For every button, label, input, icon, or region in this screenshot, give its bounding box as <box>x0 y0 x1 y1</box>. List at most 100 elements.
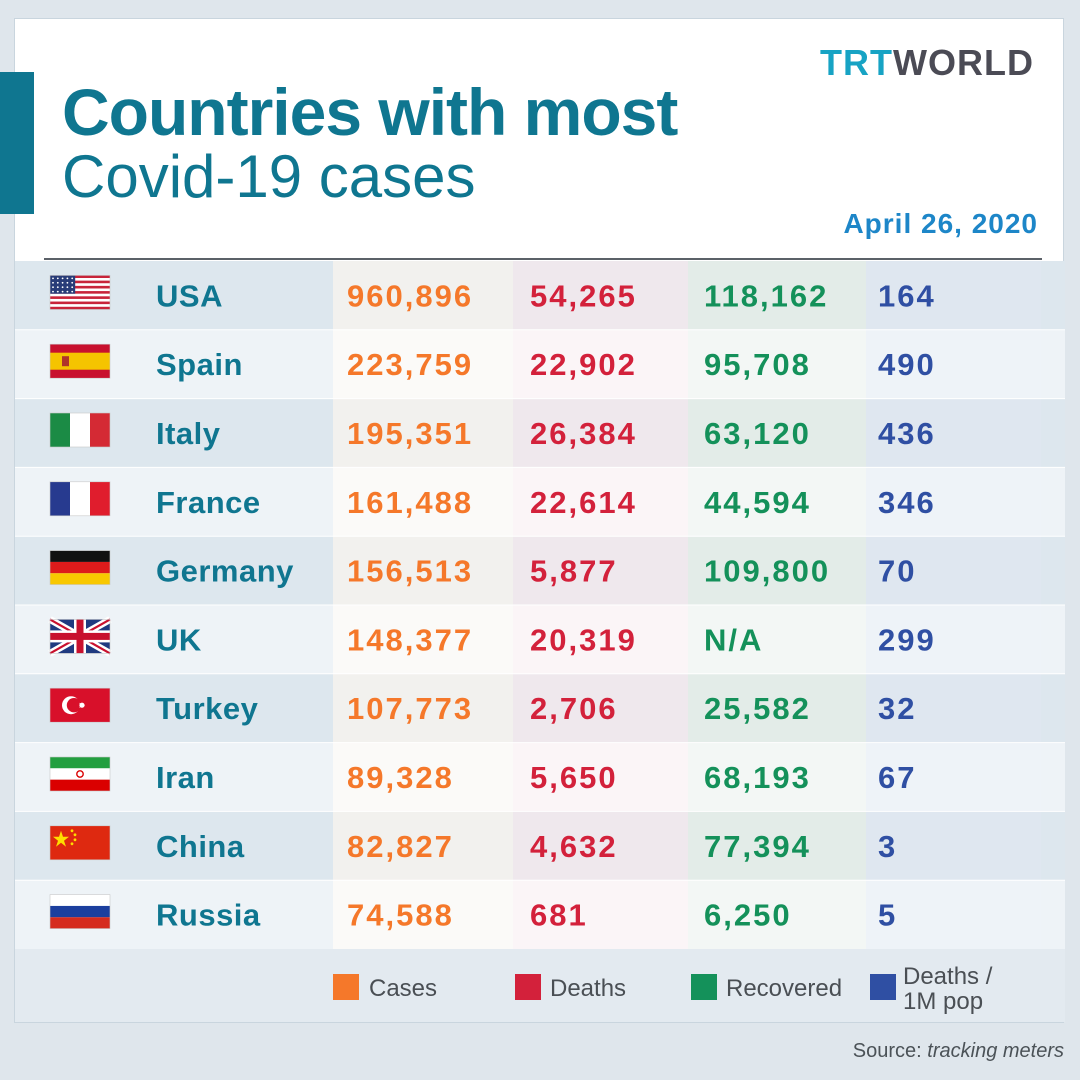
table-cell-bg <box>140 605 333 675</box>
country-name: Russia <box>156 898 261 933</box>
country-name: Italy <box>156 416 221 451</box>
recovered-value: 25,582 <box>704 691 811 726</box>
country-name: Turkey <box>156 691 259 726</box>
deaths-per-m-value: 32 <box>878 691 916 726</box>
deaths-per-m-value: 299 <box>878 622 936 657</box>
table-cell-bg <box>140 329 333 400</box>
table-cell-bg <box>688 811 866 881</box>
deaths-per-m-value: 5 <box>878 898 897 933</box>
table-cell-bg <box>1041 261 1065 331</box>
turkey-flag <box>49 687 111 723</box>
deaths-value: 22,902 <box>530 347 637 382</box>
table-cell-bg <box>513 880 688 950</box>
country-name: Germany <box>156 554 294 589</box>
table-cell-bg <box>140 880 333 950</box>
deaths-per-m-value: 490 <box>878 347 936 382</box>
recovered-value: 68,193 <box>704 760 811 795</box>
cases-value: 107,773 <box>347 691 473 726</box>
turkey-row: Turkey 107,773 2,706 25,582 32 <box>49 687 916 726</box>
china-row: China 82,827 4,632 77,394 3 <box>49 825 897 864</box>
deaths-per-m-value: 70 <box>878 554 916 589</box>
table-cell-bg <box>140 261 333 331</box>
table-cell-bg <box>688 605 866 675</box>
legend-label-deaths: Deaths <box>550 975 626 1002</box>
table-cell-bg <box>1041 605 1065 675</box>
table-cell-bg <box>333 880 513 950</box>
table-cell-bg <box>140 536 333 606</box>
table-cell-bg <box>333 742 513 812</box>
uk-row: UK 148,377 20,319 N/A 299 <box>48 616 936 657</box>
table-cell-bg <box>866 398 1041 468</box>
cases-value: 223,759 <box>347 347 473 382</box>
spain-flag <box>49 343 111 379</box>
table-cell-bg <box>333 811 513 881</box>
date-label: April 26, 2020 <box>843 208 1038 239</box>
table-cell-bg <box>688 880 866 950</box>
table-cell-bg <box>140 398 333 468</box>
table-cell-bg <box>140 742 333 812</box>
deaths-per-m-value: 436 <box>878 416 936 451</box>
brand-logo: TRTWORLD <box>820 42 1034 84</box>
table-cell-bg <box>1041 742 1065 812</box>
usa-flag <box>49 275 111 310</box>
legend-label-deaths-per-m: Deaths /1M pop <box>903 963 993 1015</box>
table-cell-bg <box>688 329 866 400</box>
deaths-value: 20,319 <box>530 622 637 657</box>
table-cell-bg <box>513 261 688 331</box>
iran-row: Iran 89,328 5,650 68,193 67 <box>49 756 914 795</box>
table-cell-bg <box>333 398 513 468</box>
legend-swatch-cases <box>333 974 359 1000</box>
table-cell-bg <box>688 536 866 606</box>
legend-label-recovered: Recovered <box>726 975 842 1002</box>
recovered-value: 118,162 <box>704 278 828 313</box>
country-name: Spain <box>156 347 243 382</box>
table-cell-bg <box>140 673 333 744</box>
recovered-value: 6,250 <box>704 898 792 933</box>
cases-value: 195,351 <box>347 416 473 451</box>
deaths-value: 26,384 <box>530 416 637 451</box>
table-cell-bg <box>513 329 688 400</box>
recovered-value: 109,800 <box>704 554 830 589</box>
table-cell-bg <box>866 467 1041 537</box>
title-line-2: Covid-19 cases <box>62 143 476 210</box>
table-cell-bg <box>513 673 688 744</box>
country-name: UK <box>156 622 202 657</box>
deaths-per-m-value: 3 <box>878 829 897 864</box>
table-cell-bg <box>140 467 333 537</box>
recovered-value: 77,394 <box>704 829 811 864</box>
table-cell-bg <box>513 742 688 812</box>
title-line-1: Countries with most <box>62 75 678 149</box>
source-note: Source: tracking meters <box>853 1040 1064 1063</box>
table-cell-bg <box>1041 536 1065 606</box>
uk-flag <box>48 616 112 657</box>
deaths-per-m-value: 346 <box>878 485 936 520</box>
table-cell-bg <box>1041 329 1065 400</box>
source-value: tracking meters <box>927 1040 1064 1062</box>
table-cell-bg <box>866 742 1041 812</box>
table-cell-bg <box>513 398 688 468</box>
recovered-value: 44,594 <box>704 485 811 520</box>
table-cell-bg <box>688 398 866 468</box>
deaths-value: 681 <box>530 898 588 933</box>
russia-flag <box>49 894 111 929</box>
deaths-value: 5,877 <box>530 554 618 589</box>
germany-flag <box>49 550 111 585</box>
table-cell-bg <box>866 811 1041 881</box>
table-cell-bg <box>688 467 866 537</box>
spain-row: Spain 223,759 22,902 95,708 490 <box>49 343 936 382</box>
country-name: France <box>156 485 261 520</box>
table-cell-bg <box>688 742 866 812</box>
page-title: Countries with most Covid-19 cases <box>62 75 678 210</box>
brand-logo-part-1: TRT <box>820 42 893 83</box>
table-cell-bg <box>513 536 688 606</box>
deaths-value: 4,632 <box>530 829 618 864</box>
recovered-value: 63,120 <box>704 416 811 451</box>
germany-row: Germany 156,513 5,877 109,800 70 <box>49 550 916 589</box>
cases-value: 82,827 <box>347 829 454 864</box>
table-cell-bg <box>333 467 513 537</box>
france-flag <box>49 481 111 517</box>
cases-value: 156,513 <box>347 554 473 589</box>
china-flag <box>49 825 111 861</box>
table-cell-bg <box>866 261 1041 331</box>
italy-flag <box>49 412 111 448</box>
